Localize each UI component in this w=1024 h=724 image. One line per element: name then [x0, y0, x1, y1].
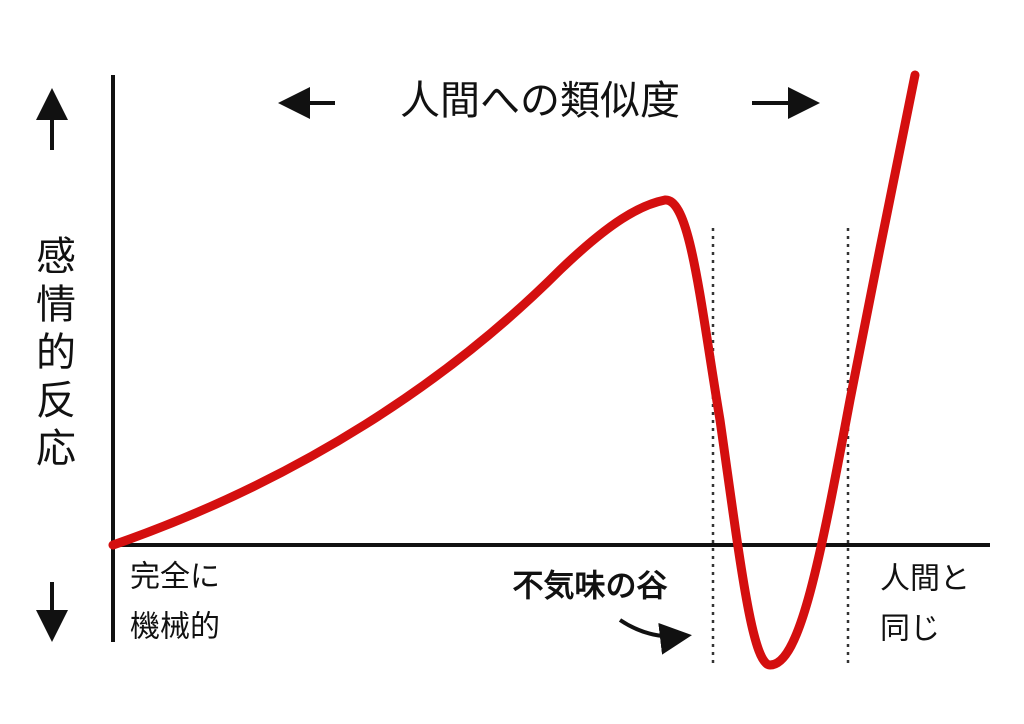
right-label: 人間と — [880, 562, 970, 597]
left-label: 完全に — [130, 560, 220, 595]
valley-arrow — [618, 618, 692, 655]
right-label: 同じ — [880, 612, 940, 647]
valley-label: 不気味の谷 — [513, 569, 668, 605]
left-label: 機械的 — [130, 610, 220, 645]
title: 人間への類似度 — [400, 78, 680, 124]
curve — [108, 70, 920, 670]
y-axis-label: 感情的反応 — [29, 235, 75, 475]
